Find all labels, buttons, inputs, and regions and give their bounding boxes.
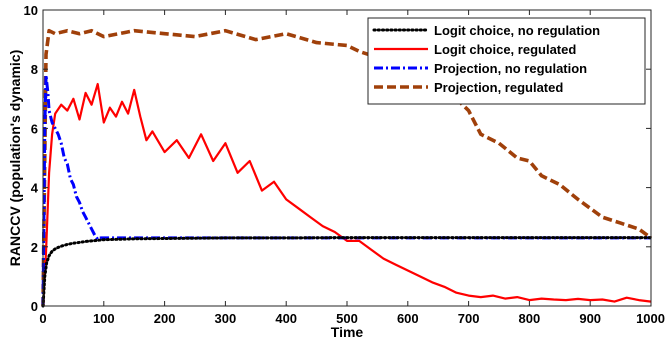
legend-label-logit-choice-regulated: Logit choice, regulated <box>434 42 576 57</box>
x-tick-label: 900 <box>579 311 601 326</box>
legend-label-projection-regulated: Projection, regulated <box>434 80 563 95</box>
x-tick-label: 300 <box>215 311 237 326</box>
legend-items: Logit choice, no regulation Logit choice,… <box>372 23 600 95</box>
plot-frame <box>42 9 652 307</box>
x-axis-ticks: 0 100 200 300 400 500 600 700 800 900 1000 <box>39 10 665 326</box>
x-tick-label: 1000 <box>636 311 665 326</box>
series-line-logit-choice-regulated <box>41 82 652 307</box>
y-tick-label: 6 <box>31 121 38 136</box>
x-tick-label: 400 <box>275 311 297 326</box>
y-tick-label: 4 <box>31 181 39 196</box>
x-tick-label: 500 <box>336 311 358 326</box>
y-tick-label: 8 <box>31 62 38 77</box>
y-tick-label: 0 <box>31 299 38 314</box>
x-tick-label: 800 <box>519 311 541 326</box>
x-tick-label: 700 <box>458 311 480 326</box>
legend-label-logit-choice-no-regulation: Logit choice, no regulation <box>434 23 600 38</box>
series-layer <box>41 28 653 308</box>
y-tick-label: 2 <box>31 240 38 255</box>
x-tick-label: 100 <box>93 311 115 326</box>
x-axis-label: Time <box>331 324 364 340</box>
legend-label-projection-no-regulation: Projection, no regulation <box>434 61 587 76</box>
y-axis-label: RANCCV (population's dynamic) <box>7 50 23 266</box>
y-tick-label: 10 <box>24 3 38 18</box>
legend-box <box>367 17 646 105</box>
x-tick-label: 0 <box>39 311 46 326</box>
x-tick-label: 600 <box>397 311 419 326</box>
legend: Logit choice, no regulation Logit choice,… <box>367 17 646 105</box>
series-line-logit-choice-no-regulation <box>41 236 653 308</box>
y-axis-ticks: 0 2 4 6 8 10 <box>24 3 651 314</box>
series-line-projection-regulated <box>41 28 653 307</box>
x-tick-label: 200 <box>154 311 176 326</box>
